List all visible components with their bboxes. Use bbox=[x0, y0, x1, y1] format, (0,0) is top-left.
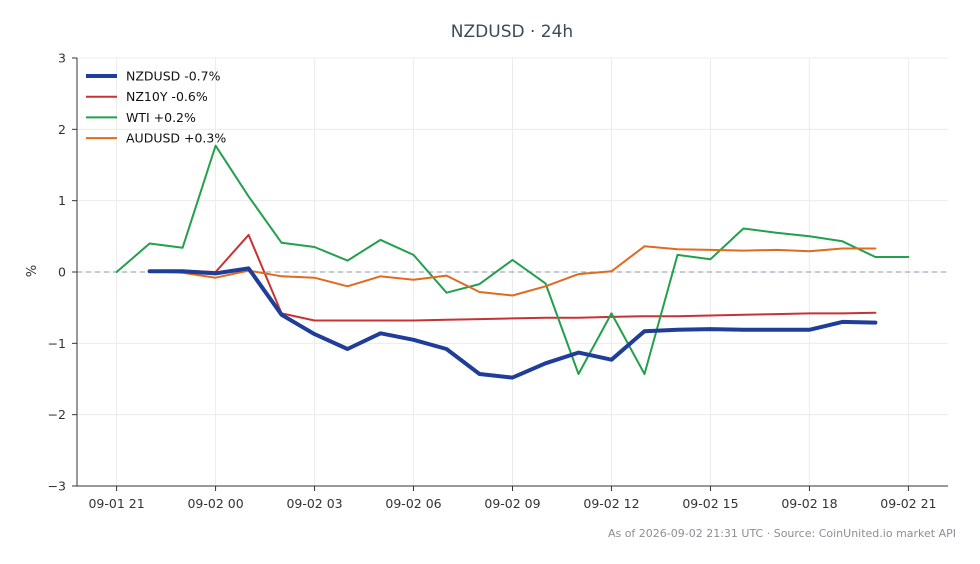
y-tick-label: 3 bbox=[58, 51, 66, 66]
x-tick-label: 09-02 21 bbox=[880, 496, 936, 511]
x-tick-label: 09-02 18 bbox=[781, 496, 837, 511]
x-tick-label: 09-01 21 bbox=[88, 496, 144, 511]
y-tick-label: 0 bbox=[58, 265, 66, 280]
legend-label-1: NZ10Y -0.6% bbox=[126, 89, 208, 104]
legend-label-2: WTI +0.2% bbox=[126, 110, 196, 125]
y-tick-label: 1 bbox=[58, 193, 66, 208]
series-line-0 bbox=[147, 266, 878, 380]
y-tick-label: −3 bbox=[48, 479, 66, 494]
series-line-3 bbox=[148, 245, 877, 297]
x-tick-label: 09-02 09 bbox=[484, 496, 540, 511]
legend-label-0: NZDUSD -0.7% bbox=[126, 69, 221, 84]
x-tick-label: 09-02 12 bbox=[583, 496, 639, 511]
y-axis-label: % bbox=[25, 265, 40, 277]
series-group bbox=[115, 144, 910, 380]
legend-label-3: AUDUSD +0.3% bbox=[126, 131, 226, 146]
y-tick-label: −1 bbox=[48, 336, 66, 351]
x-tick-label: 09-02 06 bbox=[385, 496, 441, 511]
y-tick-label: −2 bbox=[48, 407, 66, 422]
series-line-2 bbox=[115, 144, 910, 375]
x-tick-label: 09-02 15 bbox=[682, 496, 738, 511]
source-footer: As of 2026-09-02 21:31 UTC · Source: Coi… bbox=[608, 527, 956, 540]
chart-title: NZDUSD · 24h bbox=[451, 22, 573, 42]
y-axis-ticks: 3 2 1 0 −1 −2 −3 bbox=[48, 51, 77, 494]
x-axis-ticks: 09-01 21 09-02 00 09-02 03 09-02 06 09-02 09… bbox=[88, 486, 937, 511]
legend: NZDUSD -0.7% NZ10Y -0.6% WTI +0.2% AUDUSD +… bbox=[86, 69, 226, 146]
y-tick-label: 2 bbox=[58, 122, 66, 137]
series-line-1 bbox=[148, 233, 877, 322]
x-tick-label: 09-02 00 bbox=[187, 496, 243, 511]
x-tick-label: 09-02 03 bbox=[286, 496, 342, 511]
